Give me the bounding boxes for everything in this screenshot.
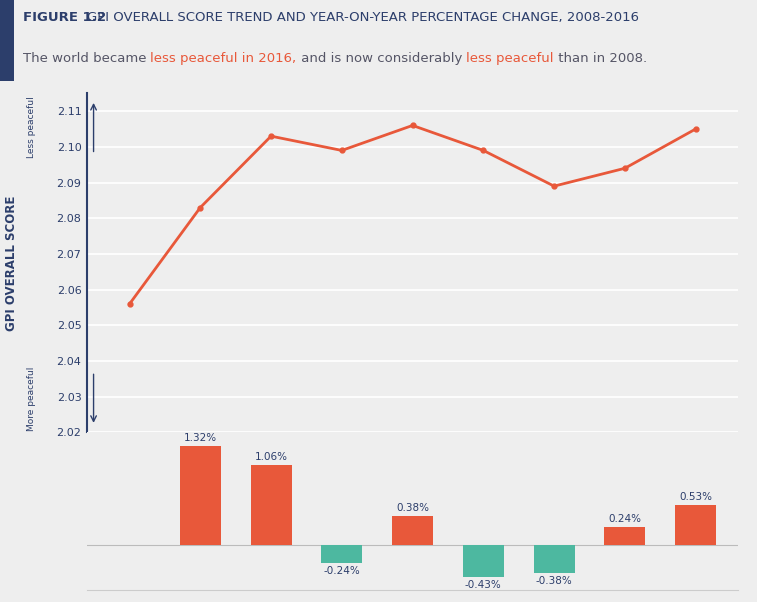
Text: -0.24%: -0.24%	[323, 566, 360, 576]
Bar	[604, 527, 646, 545]
Y-axis label: GPI OVERALL SCORE: GPI OVERALL SCORE	[5, 195, 17, 330]
Text: 1.06%: 1.06%	[254, 453, 288, 462]
Bar	[675, 505, 716, 545]
Text: and is now considerably: and is now considerably	[297, 52, 466, 65]
Bar	[534, 545, 575, 574]
Text: 0.38%: 0.38%	[396, 503, 429, 514]
Bar	[251, 465, 291, 545]
Bar	[179, 446, 221, 545]
Text: 1.32%: 1.32%	[184, 433, 217, 443]
Text: FIGURE 1.2: FIGURE 1.2	[23, 11, 106, 24]
Bar	[0, 0, 14, 81]
Text: than in 2008.: than in 2008.	[553, 52, 646, 65]
Text: -0.38%: -0.38%	[536, 577, 572, 586]
Text: -0.43%: -0.43%	[465, 580, 502, 590]
Text: less peaceful: less peaceful	[466, 52, 553, 65]
Text: Less peaceful: Less peaceful	[27, 96, 36, 158]
Text: less peaceful in 2016,: less peaceful in 2016,	[151, 52, 297, 65]
Bar	[321, 545, 363, 563]
Bar	[463, 545, 504, 577]
Text: 0.24%: 0.24%	[609, 514, 641, 524]
Text: The world became: The world became	[23, 52, 151, 65]
Text: More peaceful: More peaceful	[27, 367, 36, 431]
Text: GPI OVERALL SCORE TREND AND YEAR-ON-YEAR PERCENTAGE CHANGE, 2008-2016: GPI OVERALL SCORE TREND AND YEAR-ON-YEAR…	[87, 11, 639, 24]
Text: 0.53%: 0.53%	[679, 492, 712, 502]
Bar	[392, 517, 433, 545]
